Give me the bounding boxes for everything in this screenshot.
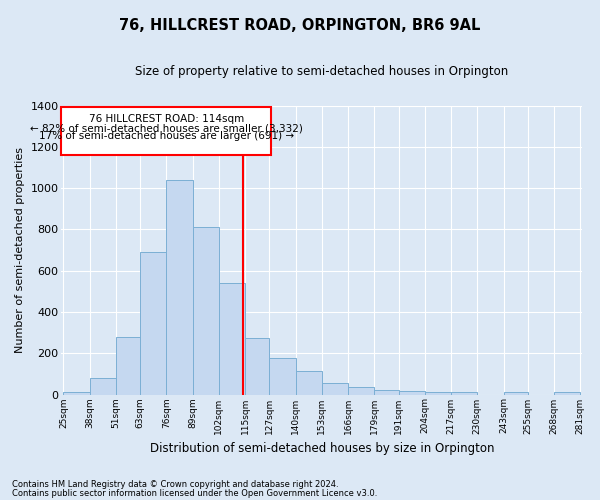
Bar: [554, 392, 580, 394]
X-axis label: Distribution of semi-detached houses by size in Orpington: Distribution of semi-detached houses by …: [149, 442, 494, 455]
Bar: [348, 388, 374, 394]
Bar: [451, 392, 478, 394]
Bar: [503, 392, 528, 394]
Bar: [245, 338, 269, 394]
Text: Contains HM Land Registry data © Crown copyright and database right 2024.: Contains HM Land Registry data © Crown c…: [12, 480, 338, 489]
Bar: [193, 228, 219, 394]
Text: ← 82% of semi-detached houses are smaller (3,332): ← 82% of semi-detached houses are smalle…: [30, 123, 303, 133]
Text: 17% of semi-detached houses are larger (691) →: 17% of semi-detached houses are larger (…: [39, 131, 294, 141]
Bar: [61, 106, 271, 155]
Bar: [425, 392, 451, 394]
Bar: [116, 336, 140, 394]
Text: Contains public sector information licensed under the Open Government Licence v3: Contains public sector information licen…: [12, 488, 377, 498]
Bar: [90, 378, 116, 394]
Bar: [374, 390, 398, 394]
Bar: [166, 180, 193, 394]
Bar: [219, 283, 245, 395]
Bar: [64, 392, 90, 394]
Bar: [322, 383, 348, 394]
Bar: [398, 392, 425, 394]
Y-axis label: Number of semi-detached properties: Number of semi-detached properties: [15, 147, 25, 353]
Bar: [296, 371, 322, 394]
Bar: [140, 252, 166, 394]
Text: 76 HILLCREST ROAD: 114sqm: 76 HILLCREST ROAD: 114sqm: [89, 114, 244, 124]
Text: 76, HILLCREST ROAD, ORPINGTON, BR6 9AL: 76, HILLCREST ROAD, ORPINGTON, BR6 9AL: [119, 18, 481, 32]
Title: Size of property relative to semi-detached houses in Orpington: Size of property relative to semi-detach…: [135, 65, 509, 78]
Bar: [269, 358, 296, 394]
